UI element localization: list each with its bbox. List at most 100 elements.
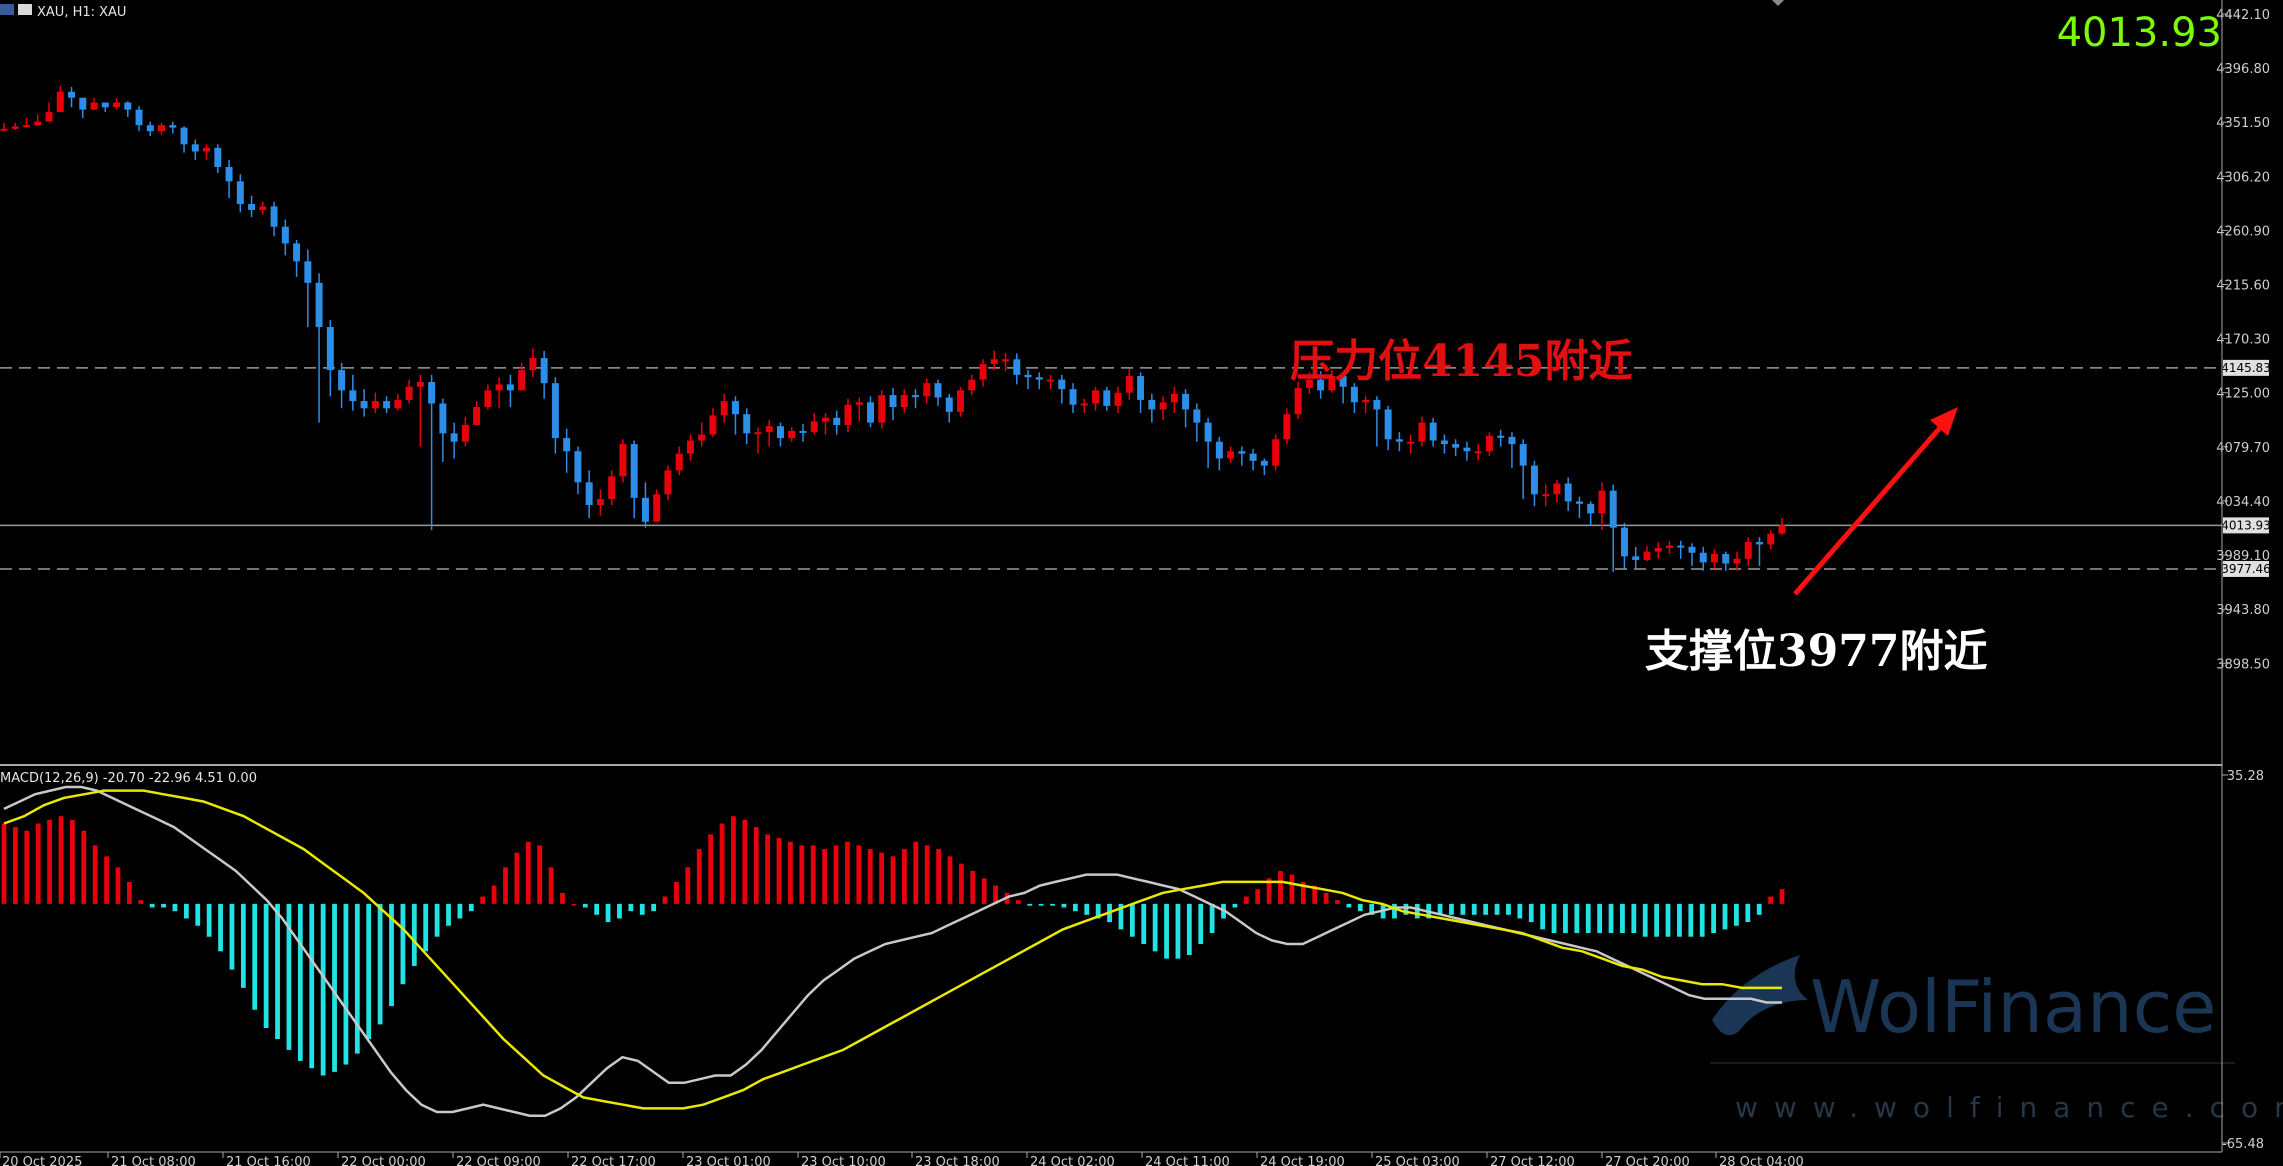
candle-body (1339, 376, 1347, 387)
current-price-tag-box (2223, 517, 2269, 534)
time-tick-label: 24 Oct 02:00 (1030, 1155, 1115, 1166)
candlestick-series (0, 85, 1786, 572)
candle-body (405, 386, 413, 400)
scroll-marker-icon[interactable] (1772, 0, 1784, 6)
macd-bar (822, 849, 828, 904)
macd-bar (958, 863, 964, 904)
candle (867, 396, 874, 428)
macd-bar (1050, 903, 1055, 906)
candle-body (484, 390, 492, 408)
candle-body (799, 430, 807, 433)
macd-bar (1449, 903, 1454, 915)
candle-body (957, 390, 965, 412)
macd-bar (867, 849, 873, 904)
candle (1092, 386, 1100, 411)
candle (360, 389, 368, 417)
menu-icon[interactable] (0, 4, 14, 15)
macd-bar (594, 903, 600, 915)
current-price-tag: 4013.93 (2221, 518, 2271, 532)
macd-bar (936, 849, 941, 904)
macd-bar (1563, 903, 1568, 934)
candle (1227, 446, 1235, 464)
candle-body (383, 401, 391, 409)
macd-bar (24, 830, 30, 904)
candle-body (495, 384, 503, 391)
candle (596, 489, 604, 516)
candle-body (653, 494, 661, 522)
candle-body (1294, 387, 1302, 415)
candle-body (1598, 490, 1606, 514)
macd-bar (1335, 900, 1340, 904)
macd-bar (1164, 903, 1169, 959)
candle (540, 350, 548, 399)
candle (844, 398, 852, 433)
candle-body (428, 381, 436, 404)
candle-body (776, 426, 784, 439)
macd-bar (1437, 903, 1443, 915)
candle-body (1744, 542, 1752, 559)
candle (664, 465, 672, 501)
candle (495, 377, 503, 409)
macd-bar (491, 885, 497, 904)
price-tick-label: 3898.50 (2216, 657, 2270, 672)
macd-bar (1255, 889, 1261, 904)
candle (1699, 546, 1707, 571)
trend-arrow (1793, 407, 1958, 596)
macd-bar (252, 903, 258, 1010)
candle (203, 144, 211, 160)
macd-bar (1084, 903, 1090, 915)
symbol-icon[interactable] (18, 4, 32, 15)
macd-bar (297, 903, 303, 1061)
candle (236, 174, 244, 213)
candle-body (101, 102, 109, 108)
macd-bar (879, 852, 884, 904)
candle (1440, 434, 1448, 454)
macd-bar (788, 841, 793, 904)
candle (293, 239, 301, 277)
time-tick-label: 21 Oct 08:00 (111, 1155, 196, 1166)
macd-bar (537, 845, 543, 904)
candle-body (1530, 465, 1538, 495)
candle (259, 201, 267, 215)
candle-body (1058, 379, 1066, 390)
candle-body (315, 282, 323, 328)
price-tick-label: 4442.10 (2216, 8, 2270, 23)
candle (1204, 417, 1212, 468)
macd-bar (400, 903, 406, 985)
candle-body (461, 424, 469, 442)
candle (698, 422, 706, 447)
candle-body (214, 147, 222, 167)
candle (326, 319, 334, 397)
candle (754, 427, 762, 454)
candle (506, 374, 514, 408)
macd-bar (1483, 903, 1489, 915)
macd-bar (1072, 903, 1078, 912)
candle (686, 434, 694, 461)
candle-body (1508, 436, 1516, 445)
candle (281, 219, 289, 256)
candle-body (551, 383, 559, 439)
time-axis: 20 Oct 2025 21 Oct 08:00 21 Oct 16:00 22 Oc… (0, 1152, 1804, 1166)
macd-bar (639, 903, 645, 915)
candle (574, 446, 582, 495)
macd-bar (571, 903, 577, 906)
macd-label: MACD(12,26,9) -20.70 -22.96 4.51 0.00 (0, 771, 257, 786)
macd-bar (685, 867, 691, 904)
candle-body (1677, 545, 1685, 548)
macd-bar (1175, 903, 1181, 959)
candle-body (788, 430, 796, 439)
candle (889, 387, 897, 421)
macd-bar (651, 903, 657, 912)
macd-bar (81, 830, 87, 904)
candle-body (56, 91, 64, 113)
price-tick-label: 4079.70 (2216, 441, 2270, 456)
candle (1125, 368, 1133, 400)
candle (900, 389, 908, 414)
macd-bar (1608, 903, 1614, 934)
macd-bar (1369, 903, 1375, 915)
macd-bar (275, 903, 280, 1039)
candle-body (135, 109, 143, 126)
macd-bar (1392, 903, 1397, 919)
candle-body (1069, 389, 1077, 405)
macd-bar (366, 903, 372, 1039)
